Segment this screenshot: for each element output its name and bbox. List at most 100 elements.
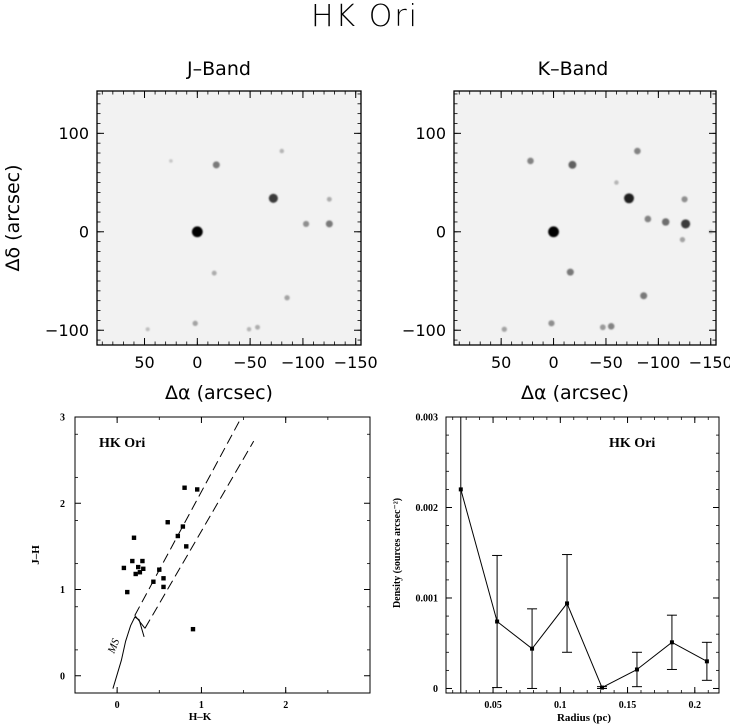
k-band-xlabel: Δα (arcsec): [521, 382, 629, 404]
j-band-image-background: [97, 91, 361, 345]
star-point: [607, 322, 615, 330]
star-point: [681, 219, 691, 229]
density-point: [530, 646, 535, 651]
star-point: [501, 326, 507, 332]
k-band-panel: K–Band 50 0 −50 −100 −150 100 0 −100 Δα (arcsec…: [402, 58, 730, 404]
color-point: [121, 565, 127, 571]
star-point: [326, 196, 332, 202]
x-tick-label: 1: [199, 700, 204, 711]
color-color-ylabel: J–H: [30, 545, 42, 565]
x-tick-label: 0.15: [619, 700, 637, 711]
density-ticks: 0.05 0.1 0.15 0.2 0 0.001 0.002 0.003: [416, 413, 719, 711]
density-annotation: HK Ori: [609, 436, 655, 451]
reddening-line: [134, 419, 241, 616]
j-band-xlabel: Δα (arcsec): [165, 382, 273, 404]
color-point: [137, 570, 143, 575]
color-point: [151, 579, 156, 584]
k-band-ticks: 50 0 −50 −100 −150 100 0 −100: [402, 91, 730, 372]
star-point: [284, 295, 290, 301]
main-sequence-label: MS: [105, 637, 122, 656]
y-tick-label: 100: [58, 124, 89, 143]
star-point: [246, 326, 252, 332]
color-point: [130, 558, 135, 564]
density-point: [458, 487, 463, 492]
star-point: [548, 226, 559, 238]
figure-title: HK Ori: [311, 0, 419, 34]
star-point: [568, 160, 577, 169]
star-point: [325, 220, 333, 228]
y-tick-label: −100: [402, 321, 446, 340]
star-point: [644, 215, 652, 223]
x-tick-label: 2: [283, 700, 288, 711]
star-point: [169, 159, 173, 163]
color-color-points: [121, 485, 200, 632]
star-point: [255, 324, 260, 330]
y-tick-label: −100: [45, 321, 89, 340]
y-tick-label: 0.001: [416, 593, 439, 604]
x-tick-label: 0: [192, 353, 202, 372]
color-color-frame: [74, 416, 371, 694]
x-tick-label: 50: [134, 353, 154, 372]
x-tick-label: −100: [636, 353, 680, 372]
main-sequence-curve: [112, 616, 145, 689]
x-tick-label: 0: [548, 353, 558, 372]
x-tick-label: 0.2: [689, 700, 702, 711]
color-point: [161, 584, 166, 590]
y-tick-label: 100: [415, 124, 446, 143]
color-point: [180, 524, 186, 529]
color-color-ticks: 0 1 2 0 1 2 3: [60, 413, 371, 711]
density-series: [455, 417, 712, 694]
j-band-panel: J–Band 50 0 −50 −100 −150 100 0 −100 Δα (arcsec…: [2, 58, 378, 404]
color-color-xlabel: H–K: [189, 711, 212, 723]
density-point: [704, 659, 709, 664]
star-point: [279, 148, 285, 154]
star-point: [212, 161, 220, 169]
color-point: [131, 535, 137, 540]
x-tick-label: −150: [689, 353, 730, 372]
y-tick-label: 3: [60, 413, 65, 424]
density-point: [600, 685, 604, 690]
star-point: [599, 324, 606, 331]
y-tick-label: 0: [79, 222, 89, 241]
density-ylabel: Density (sources arcsec⁻²): [392, 498, 403, 608]
star-point: [548, 320, 555, 327]
color-point: [125, 589, 130, 595]
star-point: [681, 196, 688, 203]
x-tick-label: −150: [334, 353, 378, 372]
y-tick-label: 0.002: [416, 503, 439, 514]
star-point: [634, 147, 641, 155]
x-tick-label: −50: [233, 353, 267, 372]
star-point: [614, 180, 619, 185]
y-tick-label: 0: [436, 222, 446, 241]
star-point: [624, 193, 634, 204]
density-point: [565, 601, 570, 606]
x-tick-label: −100: [281, 353, 325, 372]
y-tick-label: 0: [60, 671, 65, 682]
color-point: [182, 485, 187, 490]
density-point: [495, 619, 500, 624]
color-color-annotation: HK Ori: [99, 436, 145, 451]
color-point: [190, 626, 196, 632]
reddening-line: [144, 440, 255, 629]
density-line: [460, 489, 708, 689]
color-point: [133, 571, 138, 577]
color-point: [175, 533, 181, 539]
star-point: [302, 220, 310, 227]
y-tick-label: 1: [60, 585, 65, 596]
x-tick-label: 50: [491, 353, 511, 372]
x-tick-label: 0.1: [554, 700, 567, 711]
y-tick-label: 2: [60, 499, 65, 510]
j-band-stars: [145, 148, 361, 332]
star-point: [268, 193, 278, 203]
star-point: [191, 226, 203, 238]
j-band-ylabel: Δδ (arcsec): [2, 164, 24, 271]
density-point: [634, 667, 639, 672]
density-xlabel: Radius (pc): [557, 712, 611, 724]
k-band-title: K–Band: [538, 58, 609, 80]
color-point: [136, 564, 141, 570]
k-band-stars: [501, 147, 713, 332]
color-color-panel: 0 1 2 0 1 2 3 HK Ori MS H–K J–H: [30, 413, 371, 723]
color-point: [157, 567, 162, 572]
y-tick-label: 0.003: [416, 413, 439, 424]
